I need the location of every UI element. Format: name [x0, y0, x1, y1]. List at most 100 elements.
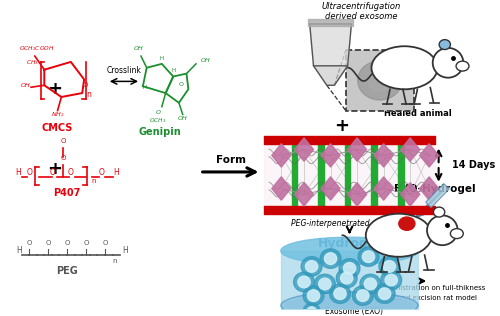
Text: Hydrogel: Hydrogel	[318, 237, 382, 250]
Text: +: +	[334, 117, 349, 135]
Text: $\mathit{NH_2}$: $\mathit{NH_2}$	[50, 111, 64, 119]
Text: $\mathit{OH}$: $\mathit{OH}$	[200, 56, 211, 64]
Text: H: H	[160, 56, 164, 61]
Text: O: O	[102, 240, 108, 246]
Text: H: H	[171, 68, 175, 73]
Polygon shape	[294, 183, 314, 206]
Text: derived exosome: derived exosome	[324, 12, 397, 21]
Text: EXO-Hydrogel: EXO-Hydrogel	[394, 185, 475, 194]
Ellipse shape	[399, 217, 415, 230]
Text: O: O	[26, 240, 32, 246]
Text: +: +	[47, 80, 62, 98]
Polygon shape	[348, 138, 366, 161]
Polygon shape	[426, 184, 449, 208]
Ellipse shape	[320, 249, 341, 268]
Ellipse shape	[381, 270, 402, 290]
Ellipse shape	[450, 229, 464, 239]
Ellipse shape	[366, 214, 432, 257]
Polygon shape	[321, 144, 340, 167]
Bar	[346, 50, 414, 111]
Ellipse shape	[308, 290, 320, 301]
Ellipse shape	[318, 278, 331, 290]
Text: O: O	[68, 168, 74, 177]
Ellipse shape	[340, 272, 353, 284]
Text: $\mathit{O}$: $\mathit{O}$	[154, 107, 162, 116]
Text: O: O	[98, 168, 104, 177]
Text: $\mathit{OH}$: $\mathit{OH}$	[20, 81, 31, 89]
Ellipse shape	[281, 237, 418, 264]
Text: $\mathit{OCH_3}$: $\mathit{OCH_3}$	[150, 116, 166, 125]
Polygon shape	[321, 177, 340, 200]
Ellipse shape	[360, 274, 381, 294]
Text: PEG: PEG	[56, 266, 78, 276]
Polygon shape	[310, 24, 352, 66]
Polygon shape	[272, 177, 291, 200]
Text: O: O	[50, 168, 56, 177]
Text: $\mathit{CH_3}$: $\mathit{CH_3}$	[26, 58, 38, 67]
Text: O: O	[82, 82, 87, 88]
Text: H: H	[114, 168, 119, 177]
Text: P407: P407	[54, 188, 80, 198]
Ellipse shape	[301, 257, 322, 276]
Ellipse shape	[385, 274, 398, 286]
Ellipse shape	[456, 61, 469, 71]
Text: CMCS: CMCS	[42, 123, 74, 133]
Text: PEG-interpenetrated  hydrogel: PEG-interpenetrated hydrogel	[291, 220, 408, 228]
Text: H: H	[15, 168, 20, 177]
Ellipse shape	[330, 284, 350, 303]
Ellipse shape	[379, 257, 400, 276]
Text: O: O	[46, 240, 51, 246]
Text: Exosome (EXO): Exosome (EXO)	[325, 307, 383, 316]
Ellipse shape	[282, 294, 416, 316]
Text: O: O	[178, 82, 184, 87]
Ellipse shape	[427, 216, 458, 245]
Text: Crosslink: Crosslink	[106, 66, 142, 75]
Ellipse shape	[374, 284, 395, 303]
Ellipse shape	[294, 272, 314, 292]
Ellipse shape	[364, 278, 376, 290]
Ellipse shape	[372, 46, 438, 89]
Polygon shape	[314, 66, 348, 85]
Ellipse shape	[383, 261, 396, 272]
Ellipse shape	[358, 61, 402, 100]
Ellipse shape	[356, 290, 369, 301]
Ellipse shape	[368, 70, 392, 91]
Text: Ultracentrifugation: Ultracentrifugation	[322, 2, 400, 11]
Text: 14 Days: 14 Days	[452, 160, 495, 170]
Text: H: H	[122, 246, 128, 255]
Text: Healed animal: Healed animal	[384, 109, 452, 118]
Ellipse shape	[362, 251, 374, 263]
Text: H: H	[16, 246, 22, 255]
Ellipse shape	[339, 258, 360, 278]
Polygon shape	[348, 183, 366, 206]
Polygon shape	[400, 183, 419, 206]
Text: Genipin: Genipin	[138, 127, 182, 137]
Ellipse shape	[303, 286, 324, 305]
Text: Form: Form	[216, 155, 246, 165]
Polygon shape	[374, 177, 393, 200]
Text: n: n	[92, 178, 96, 184]
Ellipse shape	[306, 261, 318, 272]
Text: n: n	[112, 258, 117, 264]
Text: +: +	[47, 160, 62, 178]
Ellipse shape	[298, 276, 310, 288]
Ellipse shape	[324, 253, 336, 264]
Text: O: O	[64, 240, 70, 246]
Text: H: H	[142, 85, 147, 90]
Text: O: O	[60, 138, 66, 144]
Text: O: O	[26, 168, 32, 177]
Ellipse shape	[344, 263, 355, 274]
Ellipse shape	[352, 286, 373, 305]
Polygon shape	[294, 138, 314, 161]
Ellipse shape	[378, 288, 391, 300]
Ellipse shape	[334, 288, 346, 300]
Text: $\mathit{OH}$: $\mathit{OH}$	[177, 114, 188, 122]
Ellipse shape	[314, 274, 336, 294]
Polygon shape	[374, 144, 393, 167]
Ellipse shape	[358, 247, 379, 266]
Text: Administration on full-thikness: Administration on full-thikness	[378, 285, 486, 291]
Ellipse shape	[281, 292, 418, 316]
Text: $\mathit{OH}$: $\mathit{OH}$	[134, 44, 145, 52]
Polygon shape	[308, 19, 354, 26]
Polygon shape	[420, 177, 438, 200]
